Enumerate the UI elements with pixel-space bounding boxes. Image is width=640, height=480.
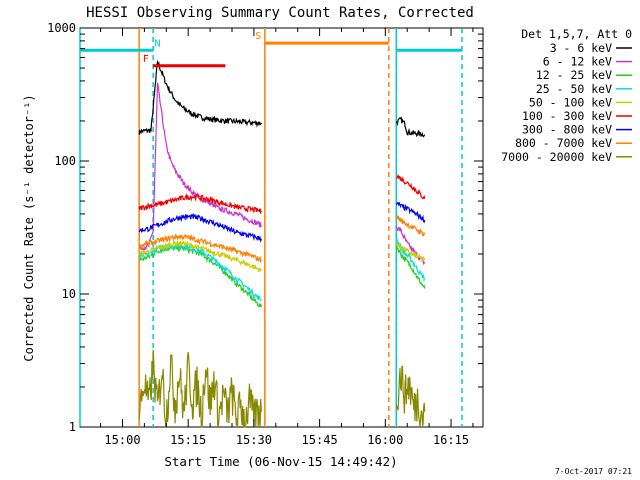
- legend-label-5: 100 - 300 keV: [522, 109, 612, 123]
- series-line-2-1: [395, 245, 426, 289]
- series-line-3-1: [395, 237, 426, 283]
- y-axis: 1 10 100 1000: [47, 21, 483, 434]
- series-line-1-0: [138, 82, 262, 251]
- legend-label-1: 6 - 12 keV: [543, 55, 612, 69]
- series-line-0-1: [395, 116, 426, 138]
- series-line-7-1: [395, 215, 426, 237]
- vertical-markers: [79, 28, 463, 427]
- series-line-4-0: [138, 238, 262, 273]
- y-tick-label-2: 100: [54, 154, 76, 168]
- legend-label-8: 7000 - 20000 keV: [501, 150, 612, 164]
- annotation-label-2: F: [143, 54, 149, 65]
- legend-label-7: 800 - 7000 keV: [515, 136, 612, 150]
- x-tick-label-4: 16:00: [367, 433, 403, 447]
- timestamp: 7-Oct-2017 07:21: [555, 467, 632, 476]
- y-tick-label-1: 10: [62, 287, 76, 301]
- series-line-4-1: [395, 242, 426, 263]
- legend-header: Det 1,5,7, Att 0: [521, 27, 632, 41]
- x-tick-label-5: 16:15: [433, 433, 469, 447]
- x-axis-label: Start Time (06-Nov-15 14:49:42): [164, 454, 397, 469]
- x-tick-label-3: 15:45: [302, 433, 338, 447]
- series-line-8-0: [138, 349, 262, 428]
- x-tick-label-1: 15:15: [170, 433, 206, 447]
- y-tick-label-3: 1000: [47, 21, 76, 35]
- series-line-6-1: [395, 201, 426, 224]
- y-tick-label-0: 1: [69, 420, 76, 434]
- legend-label-0: 3 - 6 keV: [550, 41, 612, 55]
- legend-label-4: 50 - 100 keV: [529, 95, 612, 109]
- x-tick-label-2: 15:30: [236, 433, 272, 447]
- legend-label-3: 25 - 50 keV: [536, 82, 612, 96]
- annotation-label-3: S: [255, 31, 261, 42]
- x-axis: 15:00 15:15 15:30 15:45 16:00 16:15: [100, 28, 474, 447]
- annotation-label-0: N: [155, 38, 161, 49]
- series-line-5-1: [396, 173, 426, 200]
- series-line-5-0: [138, 193, 262, 215]
- series-line-3-0: [138, 242, 262, 302]
- legend-label-2: 12 - 25 keV: [536, 68, 612, 82]
- chart-title: HESSI Observing Summary Count Rates, Cor…: [86, 5, 474, 21]
- x-tick-label-0: 15:00: [104, 433, 140, 447]
- annotation-bars: NF S: [80, 31, 462, 68]
- y-axis-label: Corrected Count Rate (s⁻¹ detector⁻¹): [22, 94, 36, 361]
- series-line-8-1: [395, 365, 426, 428]
- series-layer: [138, 59, 426, 428]
- legend-label-6: 300 - 800 keV: [522, 123, 612, 137]
- series-line-7-0: [138, 233, 262, 264]
- series-line-6-0: [138, 212, 262, 243]
- plot-frame: [79, 27, 484, 428]
